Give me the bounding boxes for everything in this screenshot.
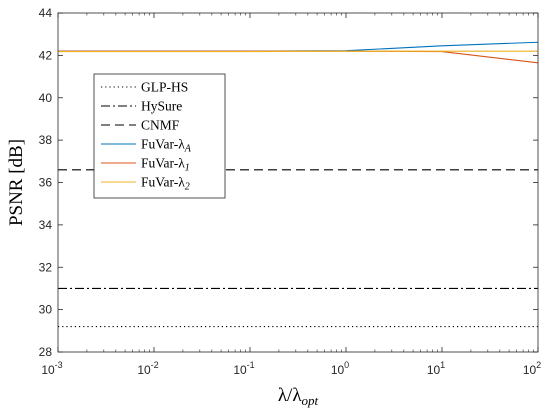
legend-label-1: GLP-HS: [141, 80, 188, 95]
y-axis-label: PSNR [dB]: [6, 139, 27, 226]
y-tick-label: 32: [39, 260, 53, 274]
x-tick-label: 102: [523, 360, 541, 377]
legend-label-6: FuVar-λ2: [141, 175, 190, 193]
y-tick-label: 28: [39, 345, 53, 359]
y-tick-label: 34: [39, 218, 53, 232]
legend-label-3: CNMF: [141, 118, 180, 133]
y-tick-label: 44: [39, 6, 53, 20]
legend-label-2: HySure: [141, 99, 182, 114]
x-tick-label: 101: [427, 360, 445, 377]
series-line-4: [58, 41, 538, 52]
x-tick-label: 10-1: [233, 360, 254, 377]
legend-box: [93, 73, 226, 199]
y-tick-label: 36: [39, 176, 53, 190]
y-axis: 28 30 32 34 36 38 40 42 44: [39, 6, 538, 359]
legend-label-4: FuVar-λA: [141, 137, 192, 155]
legend-label-5: FuVar-λ1: [141, 156, 190, 174]
series-line-5: [58, 50, 538, 64]
y-tick-label: 42: [39, 48, 53, 62]
series-lines: [58, 41, 538, 328]
x-tick-label: 10-3: [41, 360, 62, 377]
y-tick-label: 38: [39, 133, 53, 147]
y-tick-label: 30: [39, 303, 53, 317]
x-tick-label: 100: [331, 360, 349, 377]
x-tick-label: 10-2: [137, 360, 158, 377]
x-axis-label: λ/λopt: [278, 385, 319, 408]
y-tick-label: 40: [39, 91, 53, 105]
